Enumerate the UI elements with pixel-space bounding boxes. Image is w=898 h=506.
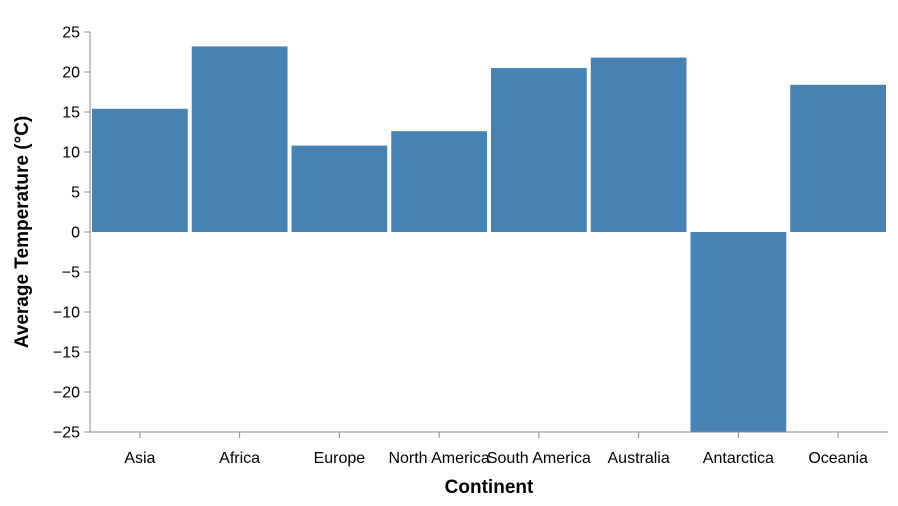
x-tick-label: South America [487,450,591,467]
bar-africa [191,46,288,233]
y-tick-label: 15 [62,105,80,122]
bar-europe [291,145,388,232]
bar-north-america [391,131,487,232]
x-axis-title: Continent [445,477,534,498]
bar-australia [590,57,687,232]
x-tick-label: Africa [219,450,260,467]
bars [92,46,886,432]
x-tick-label: North America [388,450,489,467]
x-tick-label: Antarctica [703,450,774,467]
bar-antarctica [690,232,787,432]
y-tick-label: −5 [62,265,80,282]
y-tick-label: −20 [53,385,80,402]
y-tick-label: −25 [53,425,80,442]
y-tick-label: −15 [53,345,80,362]
y-tick-label: 5 [71,185,80,202]
y-tick-label: 25 [62,25,80,42]
x-tick-label: Australia [608,450,670,467]
x-tick-label: Oceania [808,450,868,467]
bar-asia [92,108,188,232]
y-axis-title: Average Temperature (°C) [12,116,33,349]
bar-oceania [790,84,886,232]
bar-south-america [491,68,587,232]
y-tick-label: −10 [53,305,80,322]
y-tick-label: 20 [62,65,80,82]
y-axis: 25 20 15 10 5 0 −5 −10 −15 −20 −25 [53,25,91,442]
y-tick-label: 0 [71,225,80,242]
x-tick-label: Europe [314,450,366,467]
y-tick-label: 10 [62,145,80,162]
x-tick-label: Asia [124,450,155,467]
